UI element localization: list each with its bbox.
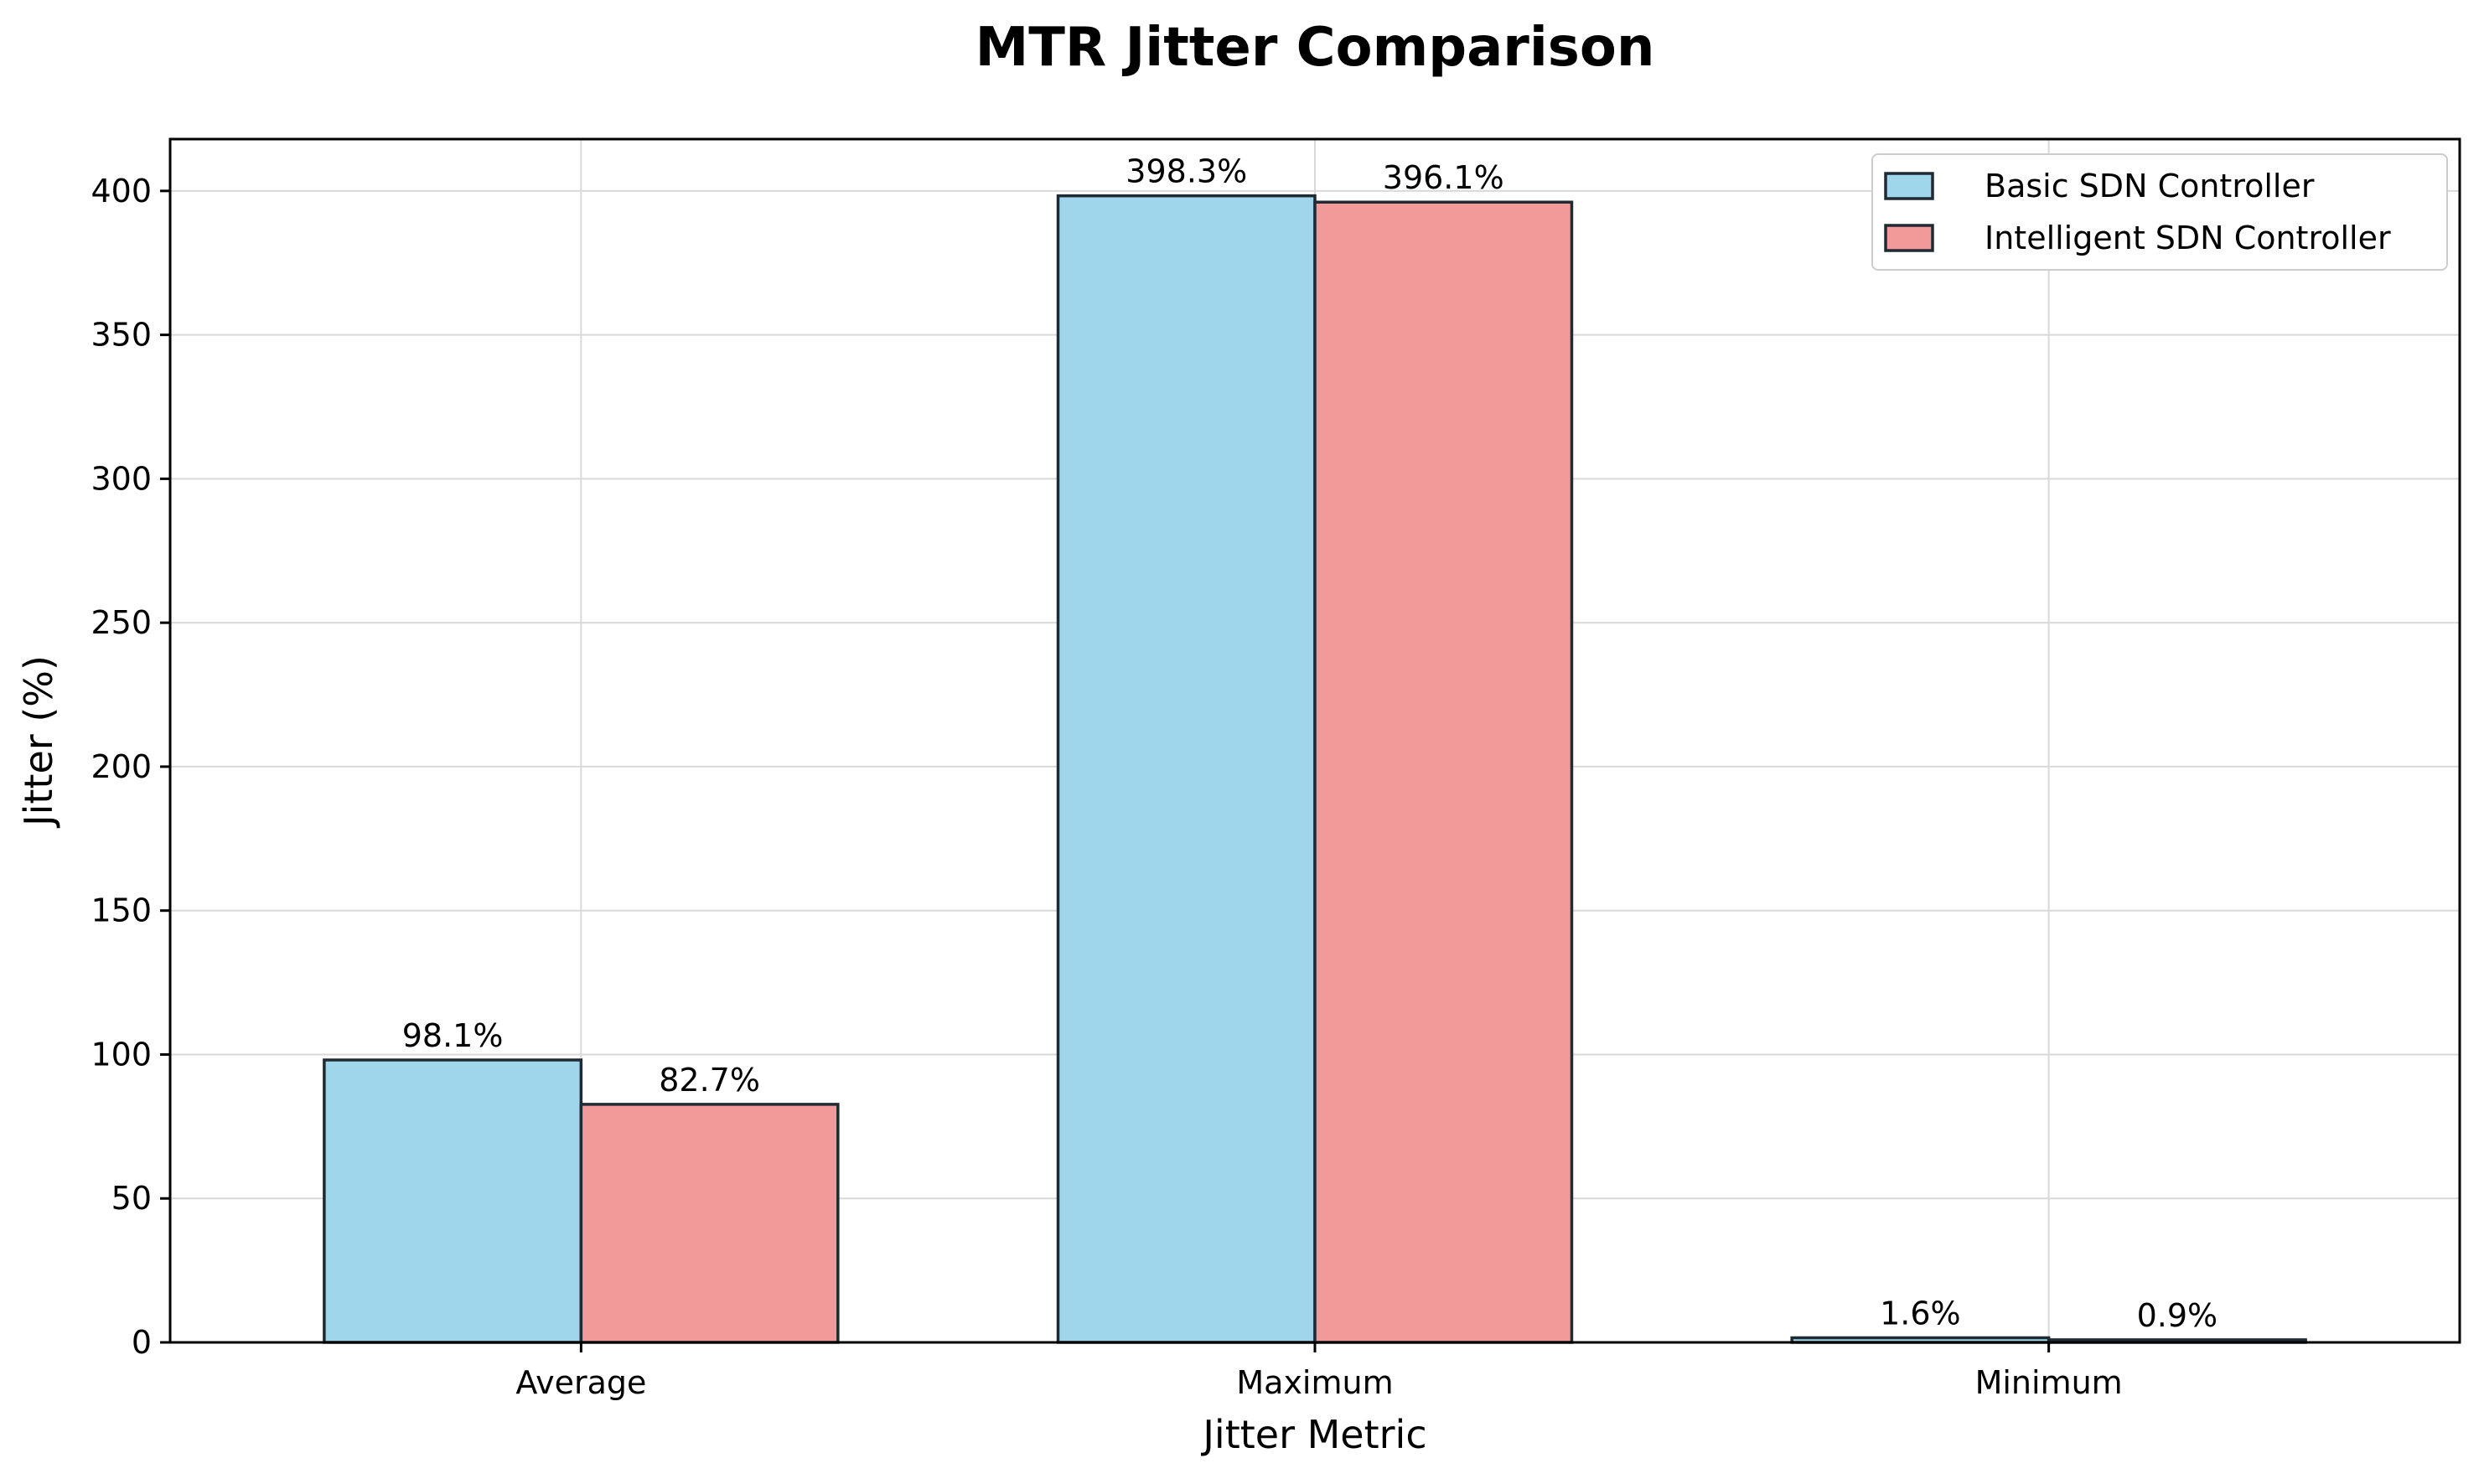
y-axis-label: Jitter (%) bbox=[16, 655, 61, 829]
legend-label-intelligent-sdn-controller: Intelligent SDN Controller bbox=[1985, 220, 2391, 256]
bar-basic-sdn-controller-average bbox=[323, 1058, 583, 1344]
legend-swatch-intelligent-sdn-controller bbox=[1884, 224, 1934, 252]
y-tick-label: 200 bbox=[91, 748, 152, 785]
legend: Basic SDN Controller Intelligent SDN Con… bbox=[1871, 153, 2448, 271]
data-label-intelligent-sdn-controller-minimum: 0.9% bbox=[2137, 1297, 2218, 1334]
data-label-intelligent-sdn-controller-maximum: 396.1% bbox=[1383, 159, 1504, 196]
y-tick-label: 400 bbox=[91, 173, 152, 209]
y-tick-label: 0 bbox=[132, 1324, 152, 1361]
x-tick-label-maximum: Maximum bbox=[1236, 1364, 1393, 1401]
legend-label-basic-sdn-controller: Basic SDN Controller bbox=[1985, 168, 2315, 204]
data-label-intelligent-sdn-controller-average: 82.7% bbox=[659, 1062, 760, 1099]
y-axis-ticks: 0 50 100 150 200 250 300 350 400 bbox=[91, 173, 170, 1361]
data-label-basic-sdn-controller-maximum: 398.3% bbox=[1126, 153, 1247, 190]
data-label-basic-sdn-controller-average: 98.1% bbox=[402, 1017, 504, 1054]
x-tick-label-minimum: Minimum bbox=[1975, 1364, 2123, 1401]
chart-title: MTR Jitter Comparison bbox=[975, 17, 1655, 79]
y-tick-label: 50 bbox=[111, 1180, 152, 1217]
y-tick-label: 150 bbox=[91, 892, 152, 929]
data-labels: 98.1% 398.3% 1.6% 82.7% 396.1% 0.9% bbox=[402, 153, 2217, 1334]
y-tick-label: 250 bbox=[91, 604, 152, 641]
bar-intelligent-sdn-controller-maximum bbox=[1313, 200, 1574, 1344]
x-axis-ticks: Average Maximum Minimum bbox=[515, 1342, 2123, 1401]
bar-basic-sdn-controller-maximum bbox=[1056, 194, 1317, 1344]
legend-swatch-basic-sdn-controller bbox=[1884, 172, 1934, 200]
x-axis-label: Jitter Metric bbox=[1200, 1412, 1426, 1457]
x-tick-label-average: Average bbox=[515, 1364, 646, 1401]
bar-intelligent-sdn-controller-average bbox=[579, 1103, 840, 1344]
y-tick-label: 100 bbox=[91, 1036, 152, 1073]
legend-frame bbox=[1871, 153, 2448, 271]
data-label-basic-sdn-controller-minimum: 1.6% bbox=[1880, 1295, 1961, 1332]
y-tick-label: 300 bbox=[91, 460, 152, 497]
bars bbox=[323, 194, 2307, 1344]
y-tick-label: 350 bbox=[91, 317, 152, 354]
